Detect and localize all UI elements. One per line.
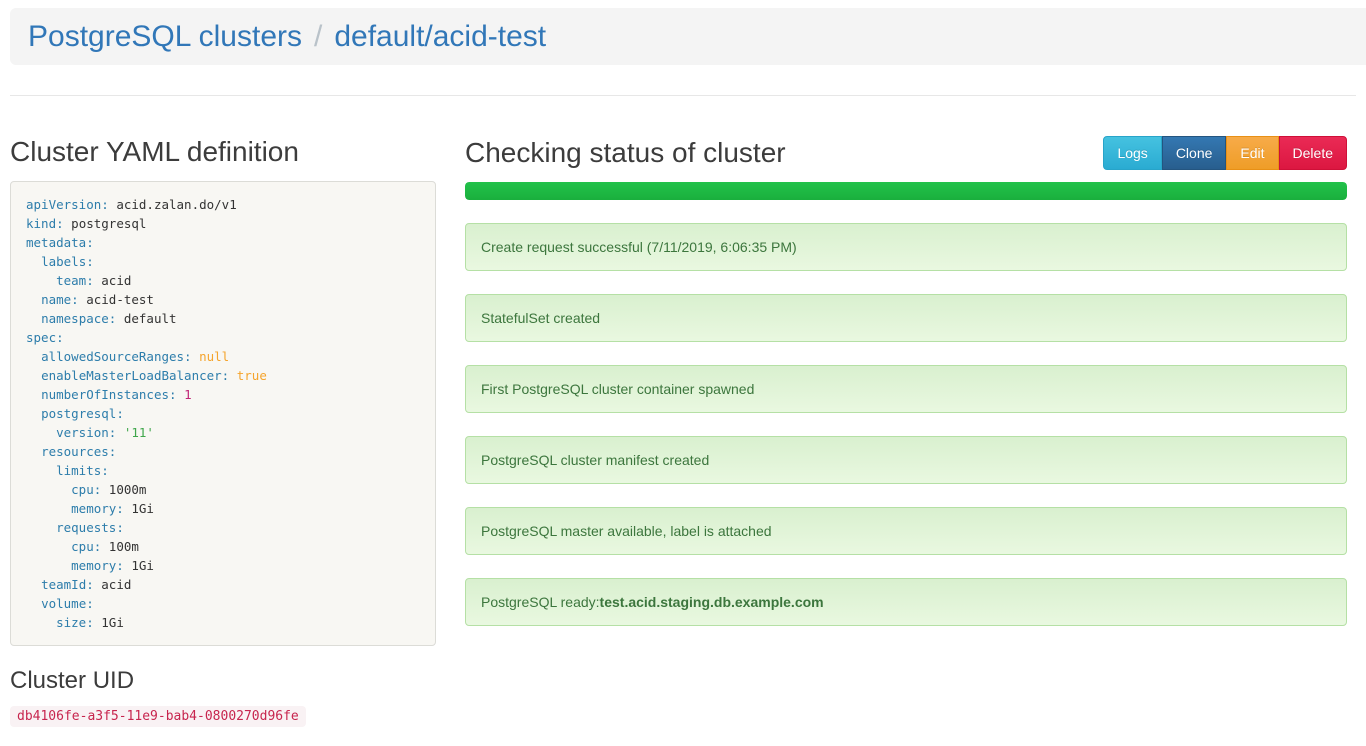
cluster-action-buttons: Logs Clone Edit Delete <box>1103 136 1347 170</box>
status-column: Checking status of cluster Logs Clone Edit… <box>465 96 1347 626</box>
cluster-yaml-definition: apiVersion: acid.zalan.do/v1 kind: postg… <box>10 181 436 646</box>
cluster-uid-value: db4106fe-a3f5-11e9-bab4-0800270d96fe <box>10 706 306 727</box>
yaml-line: postgresql: <box>41 406 124 421</box>
status-header: Checking status of cluster Logs Clone Edit… <box>465 136 1347 170</box>
yaml-line: version: '11' <box>56 425 154 440</box>
clone-button[interactable]: Clone <box>1161 136 1227 170</box>
edit-button[interactable]: Edit <box>1226 136 1279 170</box>
yaml-line: team: acid <box>56 273 132 288</box>
yaml-line: volume: <box>41 596 94 611</box>
main-content: Cluster YAML definition apiVersion: acid… <box>10 96 1347 727</box>
status-message: PostgreSQL master available, label is at… <box>465 507 1347 555</box>
yaml-line: kind: postgresql <box>26 216 147 231</box>
yaml-line: memory: 1Gi <box>71 501 154 516</box>
yaml-line: allowedSourceRanges: null <box>41 349 230 364</box>
yaml-line: labels: <box>41 254 94 269</box>
yaml-line: memory: 1Gi <box>71 558 154 573</box>
status-message: StatefulSet created <box>465 294 1347 342</box>
yaml-line: limits: <box>56 463 109 478</box>
yaml-line: cpu: 1000m <box>71 482 147 497</box>
yaml-section-title: Cluster YAML definition <box>10 136 299 167</box>
breadcrumb-root-link[interactable]: PostgreSQL clusters <box>28 20 302 53</box>
status-message: PostgreSQL ready: test.acid.staging.db.e… <box>465 578 1347 626</box>
breadcrumb-current-link[interactable]: default/acid-test <box>334 20 547 53</box>
yaml-line: numberOfInstances: 1 <box>41 387 192 402</box>
yaml-line: teamId: acid <box>41 577 132 592</box>
yaml-line: size: 1Gi <box>56 615 124 630</box>
yaml-line: requests: <box>56 520 124 535</box>
status-message: First PostgreSQL cluster container spawn… <box>465 365 1347 413</box>
status-progress-bar <box>465 182 1347 200</box>
yaml-line: resources: <box>41 444 117 459</box>
yaml-line: apiVersion: acid.zalan.do/v1 <box>26 197 237 212</box>
yaml-line: spec: <box>26 330 64 345</box>
logs-button[interactable]: Logs <box>1103 136 1162 170</box>
yaml-line: enableMasterLoadBalancer: true <box>41 368 267 383</box>
yaml-line: name: acid-test <box>41 292 154 307</box>
header-divider <box>10 95 1356 96</box>
status-message: Create request successful (7/11/2019, 6:… <box>465 223 1347 271</box>
yaml-column: Cluster YAML definition apiVersion: acid… <box>10 96 436 727</box>
yaml-line: metadata: <box>26 235 94 250</box>
status-progress-track <box>465 182 1347 200</box>
status-message: PostgreSQL cluster manifest created <box>465 436 1347 484</box>
breadcrumb-separator: / <box>314 20 323 53</box>
delete-button[interactable]: Delete <box>1278 136 1347 170</box>
yaml-line: cpu: 100m <box>71 539 139 554</box>
status-message-list: Create request successful (7/11/2019, 6:… <box>465 223 1347 626</box>
yaml-line: namespace: default <box>41 311 177 326</box>
status-section-title: Checking status of cluster <box>465 137 786 168</box>
breadcrumb: PostgreSQL clusters / default/acid-test <box>10 8 1366 65</box>
uid-section-title: Cluster UID <box>10 667 135 694</box>
